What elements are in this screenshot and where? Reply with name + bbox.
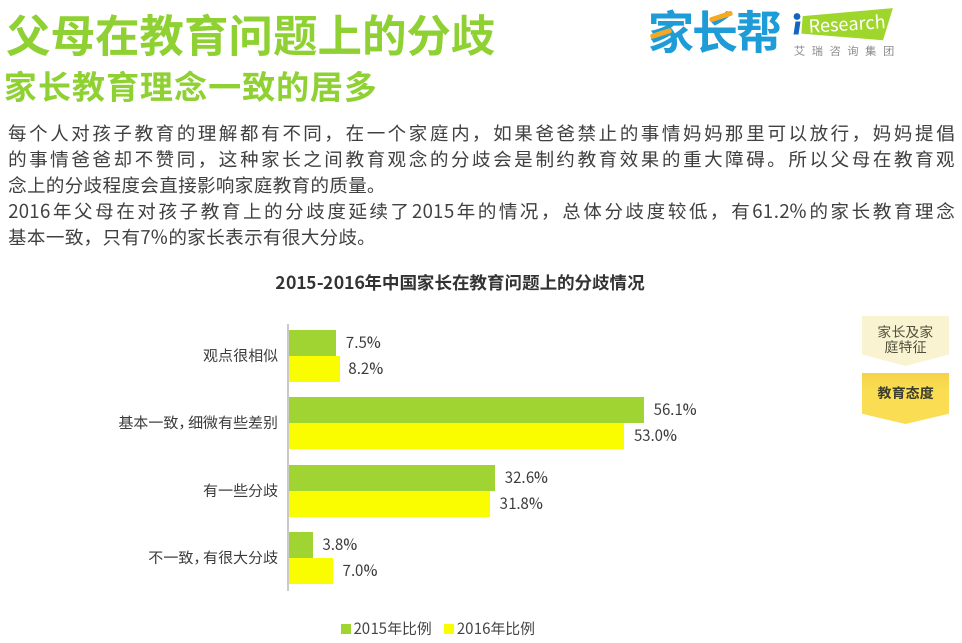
svg-text:Research: Research [808, 8, 886, 39]
svg-text:艾瑞咨询集团: 艾瑞咨询集团 [794, 43, 901, 59]
